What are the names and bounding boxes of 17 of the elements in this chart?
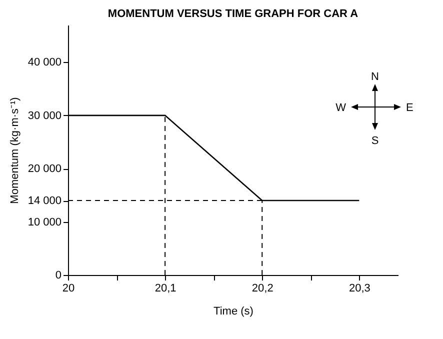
annotation: S [371, 135, 379, 147]
x-tick-label: 20,3 [348, 282, 370, 294]
x-tick-label: 20 [62, 282, 75, 294]
x-tick-label: 20,2 [252, 282, 274, 294]
text: E [406, 102, 414, 114]
y-tick-label: 30 000 [28, 110, 62, 122]
y-tick-label: 20 000 [28, 163, 62, 176]
y-axis-title: Momentum (kg·m·s⁻¹) [8, 97, 21, 204]
annotation: W [336, 102, 347, 114]
annotation: N [371, 71, 380, 83]
y-tick-label: 40 000 [28, 56, 62, 69]
chart-title: MOMENTUM VERSUS TIME GRAPH FOR CAR A [108, 8, 358, 20]
x-tick-label: 20,1 [154, 282, 176, 294]
y-tick-label: 0 [55, 270, 62, 282]
y-tick-label: 14 000 [28, 195, 62, 208]
y-tick-label: 10 000 [28, 216, 62, 228]
x-axis-title: Time (s) [214, 306, 254, 318]
